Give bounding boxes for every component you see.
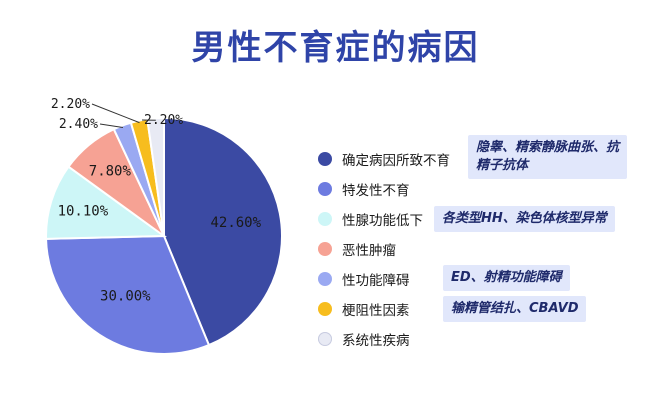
legend-note: ED、射精功能障碍: [443, 265, 570, 291]
pie-slice: [163, 116, 283, 347]
legend-item: 确定病因所致不育 隐睾、精索静脉曲张、抗精子抗体: [318, 135, 658, 179]
slice-label: 2.40%: [59, 117, 98, 132]
slice-label: 2.20%: [51, 97, 90, 112]
legend-swatch: [318, 152, 332, 166]
legend-item: 特发性不育: [318, 174, 658, 204]
legend-label: 特发性不育: [342, 183, 410, 199]
legend-swatch: [318, 332, 332, 346]
legend-note: 隐睾、精索静脉曲张、抗精子抗体: [468, 135, 627, 179]
legend-swatch: [318, 242, 332, 256]
leader-lines: [91, 103, 156, 128]
slice-label: 2.20%: [144, 113, 183, 128]
legend-label: 性腺功能低下: [342, 213, 423, 229]
legend-item: 性功能障碍 ED、射精功能障碍: [318, 264, 658, 294]
leader-line: [91, 103, 140, 124]
slice-label: 10.10%: [58, 204, 109, 220]
slice-label: 7.80%: [89, 164, 132, 180]
legend-swatch: [318, 302, 332, 316]
legend-label: 梗阻性因素: [342, 303, 410, 319]
legend-label: 恶性肿瘤: [342, 243, 396, 259]
legend-item: 梗阻性因素 输精管结扎、CBAVD: [318, 294, 658, 324]
legend-swatch: [318, 272, 332, 286]
legend-note: 输精管结扎、CBAVD: [443, 296, 587, 322]
slice-label: 42.60%: [210, 215, 261, 231]
slice-labels: 42.60% 30.00% 10.10% 7.80% 2.40% 2.20% 2.20%: [51, 97, 262, 304]
pie-slice: [45, 165, 167, 240]
pie-slices: [45, 116, 283, 355]
legend-note: 各类型HH、染色体核型异常: [434, 206, 615, 232]
slice-label: 30.00%: [100, 288, 151, 304]
legend-swatch: [318, 182, 332, 196]
legend-label: 性功能障碍: [342, 273, 410, 289]
legend-item: 恶性肿瘤: [318, 234, 658, 264]
legend-swatch: [318, 212, 332, 226]
legend-label: 确定病因所致不育: [342, 153, 450, 169]
legend-item: 系统性疾病: [318, 324, 658, 354]
chart-title: 男性不育症的病因: [191, 28, 480, 68]
legend-label: 系统性疾病: [342, 333, 410, 349]
pie-slice: [146, 116, 165, 237]
legend-item: 性腺功能低下 各类型HH、染色体核型异常: [318, 204, 658, 234]
leader-line: [99, 123, 124, 128]
legend: 确定病因所致不育 隐睾、精索静脉曲张、抗精子抗体 特发性不育 性腺功能低下 各类…: [318, 135, 658, 354]
pie-slice: [45, 234, 211, 355]
